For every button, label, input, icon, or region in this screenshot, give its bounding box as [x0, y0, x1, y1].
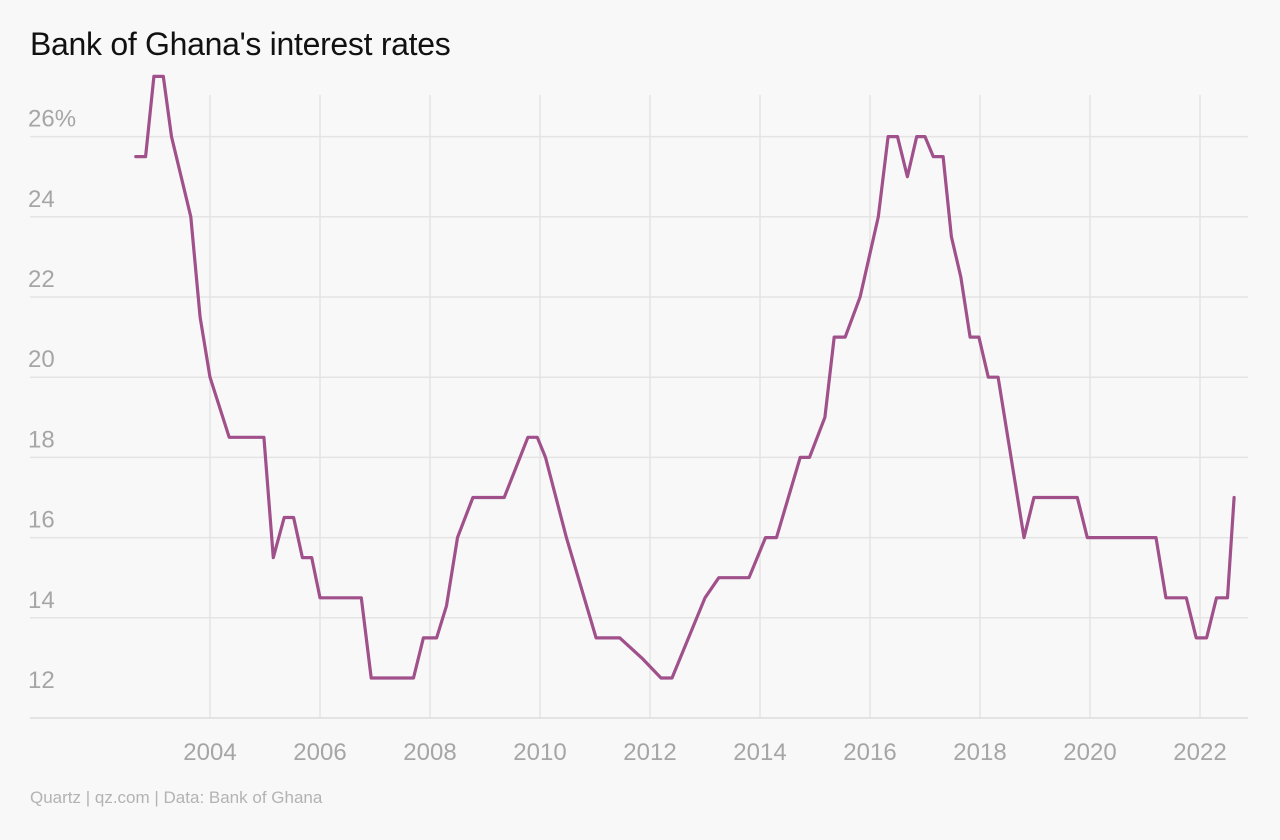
y-tick-label-26: 26% [28, 106, 76, 133]
y-tick-label-22: 22 [28, 266, 55, 293]
x-tick-label-2014: 2014 [733, 739, 786, 766]
x-tick-label-2018: 2018 [953, 739, 1006, 766]
chart-title: Bank of Ghana's interest rates [30, 26, 451, 62]
y-tick-label-16: 16 [28, 507, 55, 534]
x-tick-label-2016: 2016 [843, 739, 896, 766]
y-tick-label-24: 24 [28, 186, 55, 213]
y-axis-tick-labels: 12 14 16 18 20 22 24 26% [28, 106, 76, 694]
x-tick-label-2022: 2022 [1173, 739, 1226, 766]
x-axis-tick-labels: 2004 2006 2008 2010 2012 2014 2016 2018 2020 2022 [183, 739, 1226, 766]
x-tick-label-2020: 2020 [1063, 739, 1116, 766]
x-tick-label-2010: 2010 [513, 739, 566, 766]
y-tick-label-18: 18 [28, 426, 55, 453]
source-note: Quartz | qz.com | Data: Bank of Ghana [30, 788, 323, 807]
horizontal-gridlines [30, 135, 1248, 619]
y-tick-label-20: 20 [28, 346, 55, 373]
y-tick-label-14: 14 [28, 587, 55, 614]
x-tick-label-2012: 2012 [623, 739, 676, 766]
x-tick-label-2008: 2008 [403, 739, 456, 766]
y-tick-label-12: 12 [28, 667, 55, 694]
vertical-gridlines [209, 95, 1201, 718]
interest-rate-line [134, 74, 1236, 680]
x-tick-label-2004: 2004 [183, 739, 236, 766]
x-tick-label-2006: 2006 [293, 739, 346, 766]
